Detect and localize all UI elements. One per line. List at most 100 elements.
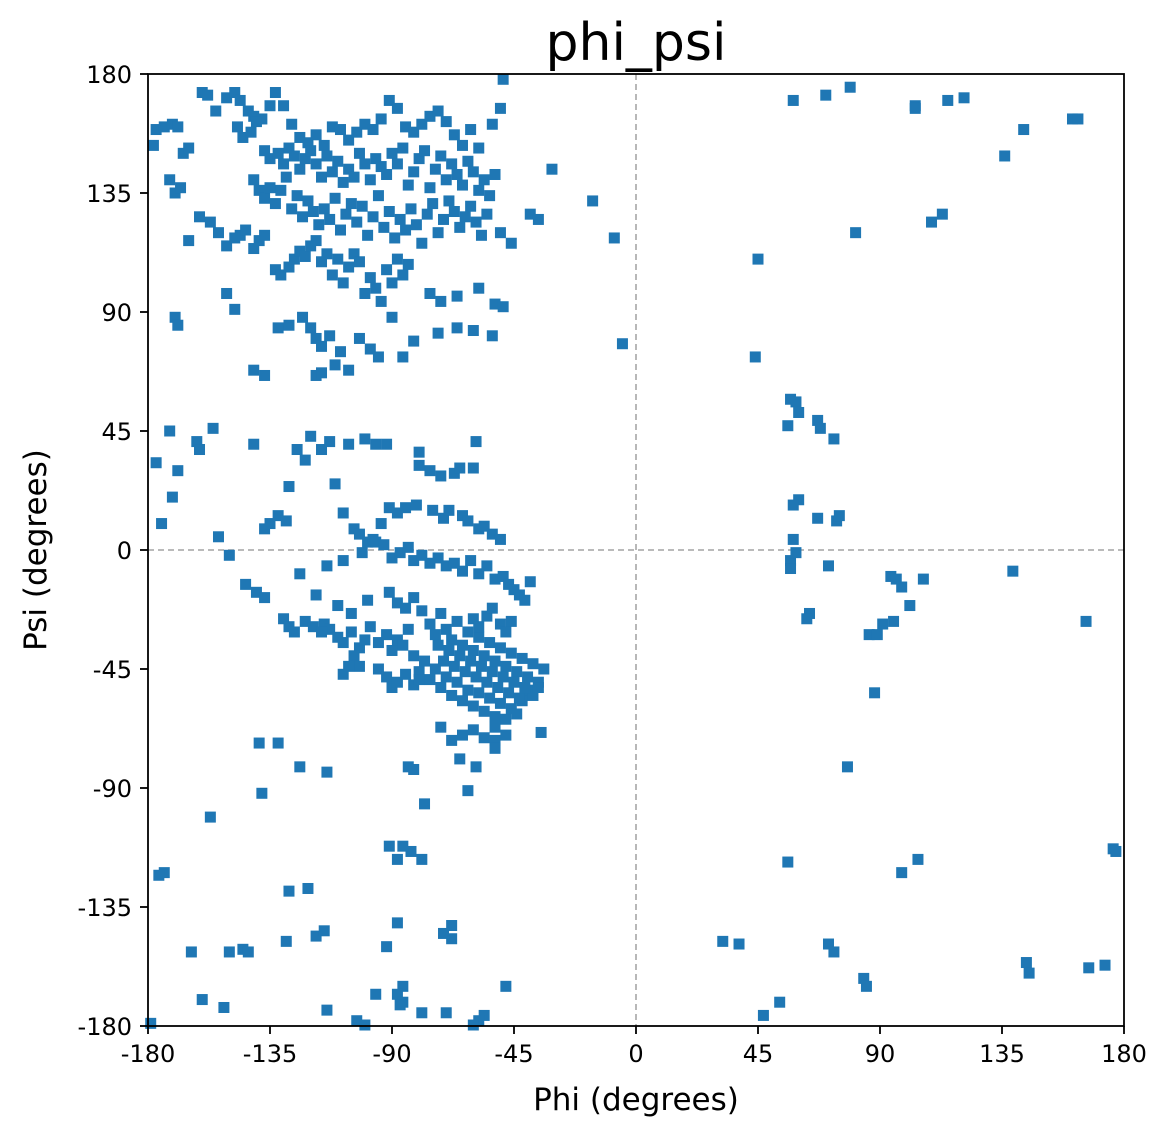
data-point [340, 208, 352, 220]
data-point [446, 933, 458, 945]
data-point [456, 639, 468, 651]
data-point [389, 232, 401, 244]
data-point [278, 100, 290, 112]
data-point [310, 129, 322, 141]
data-point [833, 510, 845, 522]
data-point [481, 610, 493, 622]
data-point [351, 126, 363, 138]
data-point [280, 515, 292, 527]
data-point [353, 256, 365, 268]
chart-title: phi_psi [546, 13, 727, 73]
data-point [381, 941, 393, 953]
data-point [334, 224, 346, 236]
data-point [397, 840, 409, 852]
data-point [223, 549, 235, 561]
data-point [280, 935, 292, 947]
data-point [272, 322, 284, 334]
data-point [343, 364, 355, 376]
data-point [383, 94, 395, 106]
data-point [275, 184, 287, 196]
data-point [294, 163, 306, 175]
data-point [486, 666, 498, 678]
data-point [259, 192, 271, 204]
data-point [527, 689, 539, 701]
data-point [394, 213, 406, 225]
data-point [500, 660, 512, 672]
data-point [305, 322, 317, 334]
data-point [481, 676, 493, 688]
data-point [329, 192, 341, 204]
data-point [454, 753, 466, 765]
data-point [375, 518, 387, 530]
data-point [305, 430, 317, 442]
data-point [332, 600, 344, 612]
data-point [416, 1007, 428, 1019]
data-point [397, 980, 409, 992]
data-point [484, 692, 496, 704]
x-tick-label: 135 [979, 1040, 1025, 1068]
data-point [497, 301, 509, 313]
data-point [391, 676, 403, 688]
x-axis-label: Phi (degrees) [533, 1082, 739, 1118]
data-point [494, 642, 506, 654]
data-point [394, 547, 406, 559]
data-point [858, 972, 870, 984]
data-point [1020, 957, 1032, 969]
data-point [438, 927, 450, 939]
data-point [353, 332, 365, 344]
data-point [877, 618, 889, 630]
data-point [467, 724, 479, 736]
data-point [481, 560, 493, 572]
data-point [386, 644, 398, 656]
data-point [465, 655, 477, 667]
data-point [451, 615, 463, 627]
data-point [408, 763, 420, 775]
data-point [359, 118, 371, 130]
data-point [153, 869, 165, 881]
x-tick-label: -135 [243, 1040, 297, 1068]
data-point [516, 652, 528, 664]
data-point [348, 171, 360, 183]
data-point [467, 644, 479, 656]
data-point [372, 190, 384, 202]
data-point [343, 134, 355, 146]
data-point [467, 462, 479, 474]
data-point [367, 211, 379, 223]
data-point [221, 240, 233, 252]
data-point [432, 639, 444, 651]
data-point [185, 946, 197, 958]
data-point [535, 726, 547, 738]
data-point [237, 131, 249, 143]
data-point [486, 330, 498, 342]
data-point [381, 438, 393, 450]
data-point [218, 1001, 230, 1013]
x-tick-label: 45 [743, 1040, 774, 1068]
data-point [500, 729, 512, 741]
data-point [345, 607, 357, 619]
data-point [310, 930, 322, 942]
data-point [733, 938, 745, 950]
data-point [359, 1019, 371, 1031]
x-tick-label: 180 [1101, 1040, 1147, 1068]
data-point [467, 700, 479, 712]
data-point [391, 158, 403, 170]
data-point [999, 150, 1011, 162]
data-point [790, 396, 802, 408]
data-point [424, 674, 436, 686]
data-point [408, 555, 420, 567]
data-point [321, 560, 333, 572]
data-point [416, 549, 428, 561]
data-point [305, 145, 317, 157]
data-point [334, 124, 346, 136]
data-point [812, 512, 824, 524]
data-point [478, 705, 490, 717]
data-point [332, 155, 344, 167]
data-point [473, 142, 485, 154]
data-point [402, 258, 414, 270]
data-point [302, 137, 314, 149]
data-point [337, 277, 349, 289]
data-point [294, 761, 306, 773]
data-point [408, 592, 420, 604]
data-point [302, 195, 314, 207]
data-point [402, 179, 414, 191]
